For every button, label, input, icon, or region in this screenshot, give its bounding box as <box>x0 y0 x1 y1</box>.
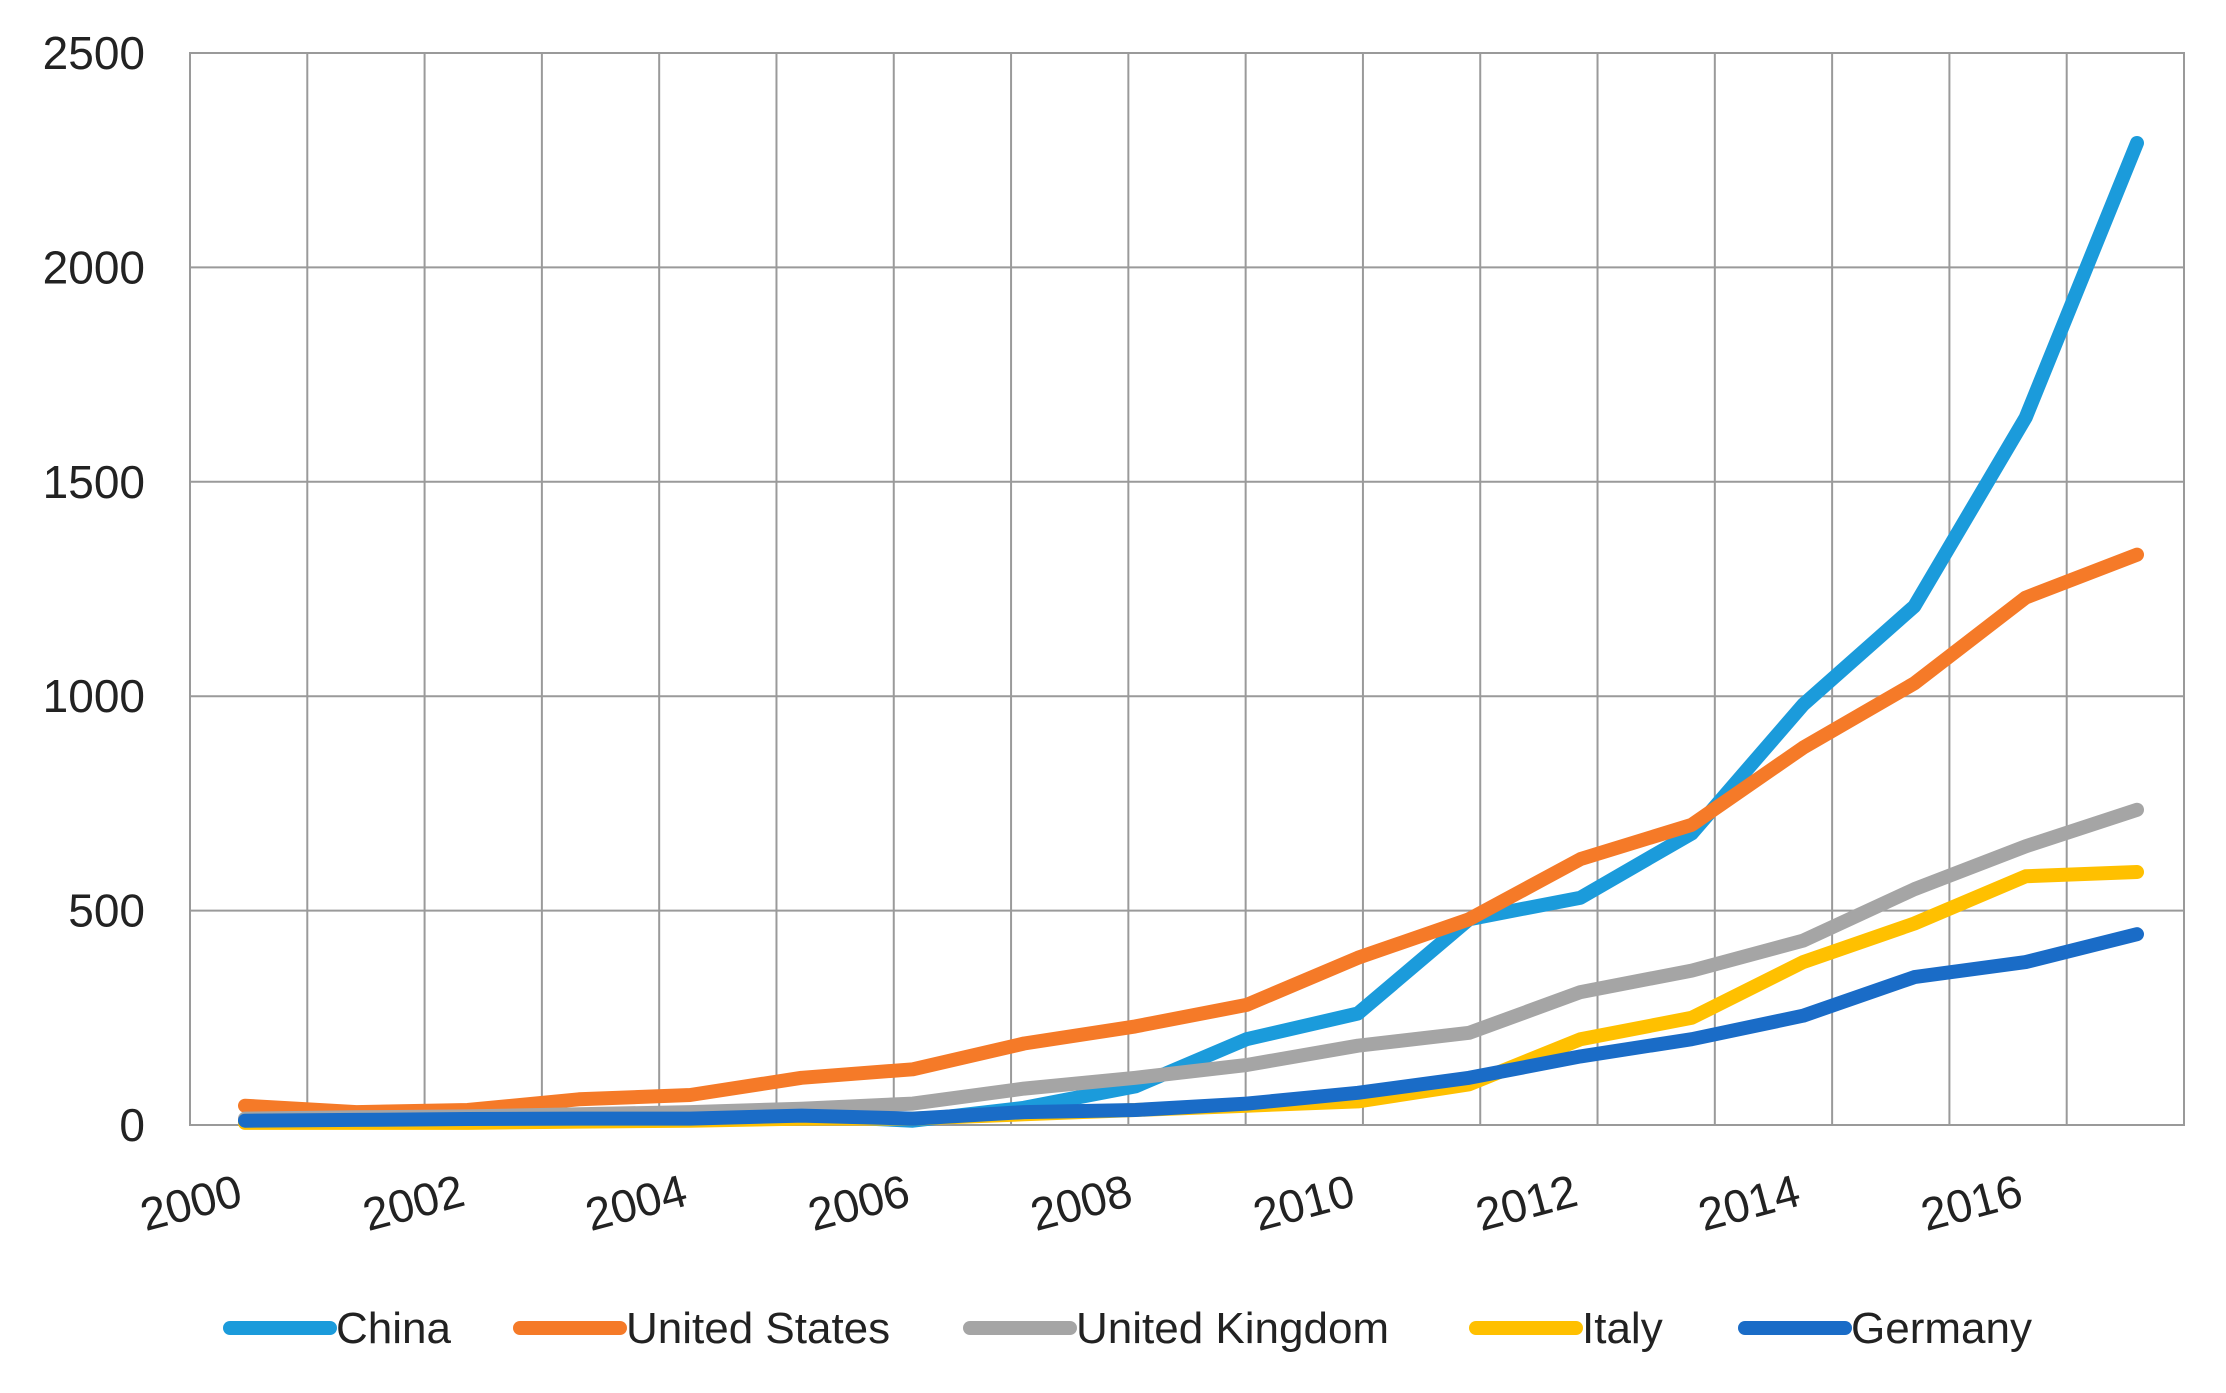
y-tick-label: 1500 <box>43 456 145 508</box>
y-tick-label: 1000 <box>43 670 145 722</box>
series-lines <box>238 136 2144 1130</box>
legend: China United States United Kingdom Italy Ger… <box>223 1304 2032 1353</box>
legend-label: China <box>336 1304 451 1353</box>
y-tick-label: 2500 <box>43 27 145 79</box>
y-tick-label: 500 <box>68 885 145 937</box>
legend-label: Germany <box>1851 1304 2032 1353</box>
y-tick-label: 2000 <box>43 241 145 293</box>
legend-label: United States <box>626 1304 890 1353</box>
y-tick-label: 0 <box>119 1099 145 1151</box>
legend-label: Italy <box>1582 1304 1663 1353</box>
series-line-germany <box>238 927 2144 1128</box>
plot-frame <box>189 52 2185 1126</box>
legend-label: United Kingdom <box>1076 1304 1389 1353</box>
series-line-united-states <box>238 547 2144 1120</box>
grid-lines <box>189 52 2185 1126</box>
